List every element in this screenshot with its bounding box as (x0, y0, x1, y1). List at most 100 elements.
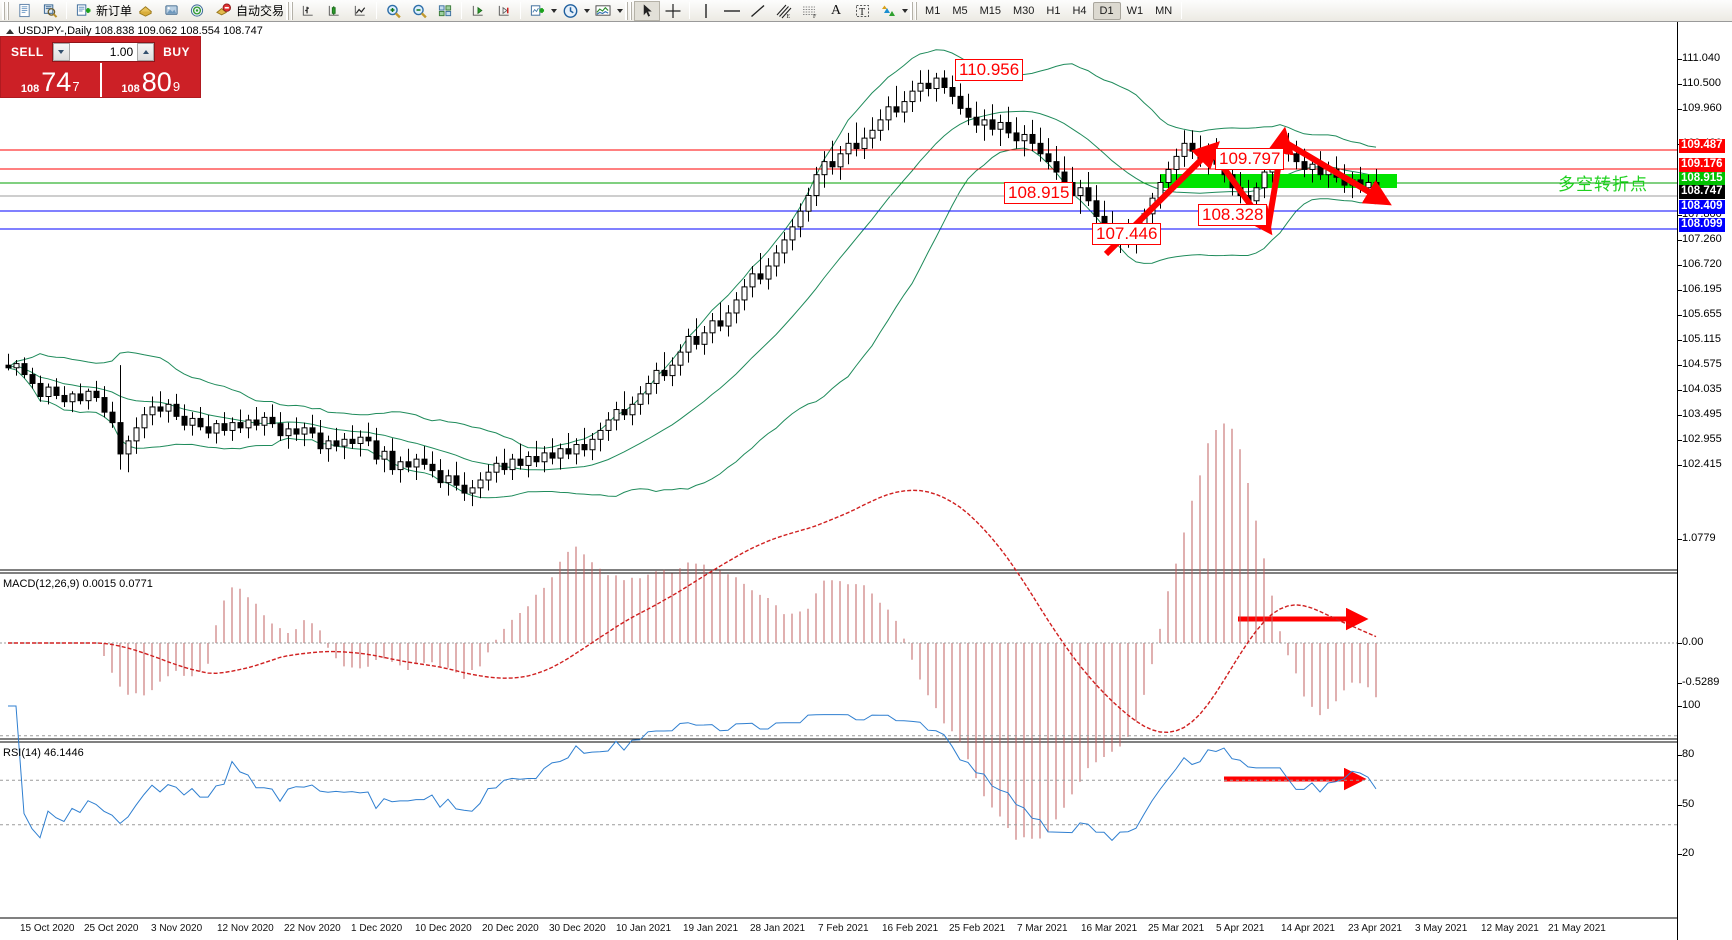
trendline-icon[interactable] (745, 1, 771, 21)
toolbar-separator-5 (689, 2, 691, 19)
price-annotation-label[interactable]: 110.956 (955, 59, 1024, 81)
timeframe-m15[interactable]: M15 (979, 4, 1001, 17)
autotrade-icon[interactable] (210, 1, 236, 21)
chart-shift-icon[interactable] (465, 1, 491, 21)
tile-windows-icon[interactable] (432, 1, 458, 21)
svg-text:E: E (787, 14, 791, 19)
period-clock-icon[interactable] (557, 1, 583, 21)
new-order-icon[interactable] (70, 1, 96, 21)
price-level-label[interactable]: 109.487 (1679, 139, 1725, 153)
toolbar-separator-6 (1181, 2, 1183, 19)
date-tick-label: 25 Feb 2021 (949, 923, 1006, 934)
price-annotation-label[interactable]: 109.797 (1215, 148, 1285, 170)
templates-icon[interactable] (590, 1, 616, 21)
terminal-icon[interactable] (158, 1, 184, 21)
price-annotation-label[interactable]: 107.446 (1092, 223, 1162, 245)
chart-window[interactable]: USDJPY-,Daily 108.838 109.062 108.554 10… (0, 22, 1732, 940)
text-label-icon[interactable]: A (823, 1, 849, 21)
fibonacci-icon[interactable]: F (797, 1, 823, 21)
add-indicator-icon[interactable] (524, 1, 550, 21)
arrows-icon[interactable] (875, 1, 901, 21)
crosshair-icon[interactable] (660, 1, 686, 21)
timeframe-d1[interactable]: D1 (1092, 1, 1121, 20)
timeframe-m30[interactable]: M30 (1013, 4, 1035, 17)
candlestick-chart-icon[interactable] (321, 1, 347, 21)
svg-text:T: T (859, 7, 865, 18)
toolbar-grip-4[interactable] (910, 1, 918, 20)
new-order-label[interactable]: 新订单 (96, 4, 133, 18)
chart-collapse-icon[interactable] (6, 29, 14, 34)
price-level-label[interactable]: 108.915 (1679, 172, 1725, 186)
bar-chart-icon[interactable] (295, 1, 321, 21)
ask-price[interactable]: 108 80 9 (99, 63, 201, 97)
zoom-in-icon[interactable] (380, 1, 406, 21)
date-tick-label: 22 Nov 2020 (284, 923, 341, 934)
price-annotation-label[interactable]: 108.328 (1198, 204, 1268, 226)
date-tick-label: 25 Oct 2020 (84, 923, 139, 934)
price-level-label[interactable]: 108.747 (1679, 185, 1725, 199)
price-tick-label: 104.035 (1682, 383, 1722, 395)
timeframe-h4[interactable]: H4 (1072, 4, 1087, 17)
price-tick-mark (1678, 390, 1682, 391)
timeframe-mn[interactable]: MN (1155, 4, 1173, 17)
toolbar-separator-4 (520, 2, 522, 19)
navigator-icon[interactable] (184, 1, 210, 21)
vertical-line-icon[interactable] (693, 1, 719, 21)
price-annotation-label[interactable]: 108.915 (1004, 182, 1074, 204)
toolbar-grip-3[interactable] (625, 1, 633, 20)
bid-price[interactable]: 108 74 7 (1, 63, 100, 97)
arrows-dropdown-caret[interactable] (902, 8, 909, 13)
price-level-label[interactable]: 108.409 (1679, 200, 1725, 214)
price-tick-label: 102.415 (1682, 458, 1722, 470)
toolbar-grip-2[interactable] (286, 1, 294, 20)
price-tick-label: 111.040 (1682, 52, 1721, 64)
equidistant-channel-icon[interactable]: E (771, 1, 797, 21)
horizontal-line-icon[interactable] (719, 1, 745, 21)
chart-canvas[interactable] (0, 22, 1677, 940)
date-tick-label: 28 Jan 2021 (750, 923, 806, 934)
bid-price-main: 74 (41, 67, 72, 97)
timeframe-w1[interactable]: W1 (1126, 4, 1144, 17)
timeframe-m1[interactable]: M1 (925, 4, 941, 17)
period-dropdown-caret[interactable] (584, 8, 591, 13)
indicator-dropdown-caret[interactable] (551, 8, 558, 13)
one-click-trading-panel[interactable]: SELL 1.00 BUY 108 74 7 108 80 9 (0, 36, 201, 98)
text-box-icon[interactable]: T (849, 1, 875, 21)
line-chart-icon[interactable] (347, 1, 373, 21)
price-tick-mark (1678, 465, 1682, 466)
price-tick-mark (1678, 415, 1682, 416)
buy-button[interactable]: BUY (163, 44, 190, 59)
inspect-icon[interactable] (37, 1, 63, 21)
volume-increase-button[interactable] (137, 42, 155, 61)
date-axis[interactable]: 15 Oct 2020 25 Oct 2020 3 Nov 2020 12 Nov 2… (0, 920, 1677, 940)
toolbar-grip[interactable] (2, 1, 9, 20)
cursor-icon[interactable] (634, 0, 661, 21)
price-level-label[interactable]: 108.099 (1679, 218, 1725, 232)
indicator-tick-mark (1678, 755, 1682, 756)
price-level-label[interactable]: 109.176 (1679, 158, 1725, 172)
document-icon[interactable] (11, 1, 37, 21)
date-tick-label: 15 Oct 2020 (20, 923, 75, 934)
price-tick-label: 109.960 (1682, 102, 1722, 114)
sell-button[interactable]: SELL (11, 44, 44, 59)
price-axis[interactable]: 111.040110.500109.960109.420107.800107.2… (1677, 22, 1732, 940)
date-tick-label: 14 Apr 2021 (1281, 923, 1335, 934)
autotrade-label[interactable]: 自动交易 (236, 4, 285, 18)
auto-scroll-icon[interactable] (491, 1, 517, 21)
toolbar-separator (66, 2, 67, 19)
chinese-annotation-note[interactable]: 多空转折点 (1558, 175, 1648, 195)
price-tick-mark (1678, 59, 1682, 60)
timeframe-h1[interactable]: H1 (1046, 4, 1061, 17)
indicator-tick-label: 1.0779 (1682, 532, 1716, 544)
date-tick-label: 7 Feb 2021 (818, 923, 869, 934)
volume-input[interactable]: 1.00 (109, 44, 134, 59)
date-tick-label: 16 Mar 2021 (1081, 923, 1138, 934)
volume-stepper[interactable]: 1.00 (51, 41, 156, 62)
timeframe-m5[interactable]: M5 (952, 4, 968, 17)
zoom-out-icon[interactable] (406, 1, 432, 21)
volume-decrease-button[interactable] (52, 42, 70, 61)
templates-dropdown-caret[interactable] (617, 8, 624, 13)
expert-advisor-icon[interactable] (132, 1, 158, 21)
price-tick-label: 107.260 (1682, 233, 1722, 245)
price-tick-mark (1678, 215, 1682, 216)
